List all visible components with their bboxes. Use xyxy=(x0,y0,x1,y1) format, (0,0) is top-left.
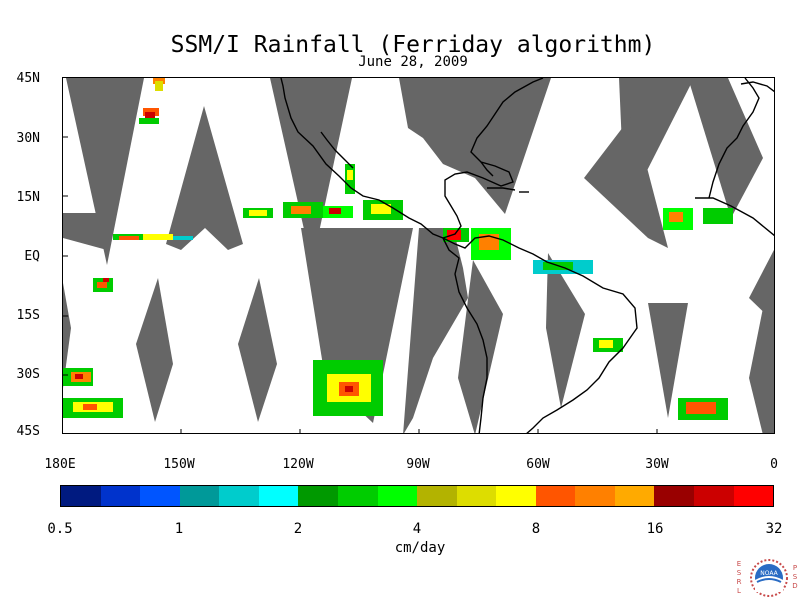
colorbar-swatch xyxy=(535,486,576,506)
map-title: SSM/I Rainfall (Ferriday algorithm) xyxy=(170,32,656,58)
lon-label-60w: 60W xyxy=(526,457,550,472)
colorbar-label-4: 4 xyxy=(412,521,422,537)
colorbar-swatch xyxy=(377,486,418,506)
lon-label-180e: 180E xyxy=(44,457,76,472)
colorbar-label-2: 2 xyxy=(293,521,303,537)
colorbar-label-0-5: 0.5 xyxy=(47,521,73,537)
noaa-emblem-icon: NOAA xyxy=(750,559,788,597)
colorbar-swatch xyxy=(298,486,338,506)
lon-label-90w: 90W xyxy=(406,457,430,472)
lat-label-30s: 30S xyxy=(16,367,40,382)
colorbar-swatch xyxy=(654,486,694,506)
lat-label-45s: 45S xyxy=(16,424,40,439)
noaa-emblem-text: NOAA xyxy=(760,570,778,577)
colorbar-label-16: 16 xyxy=(646,521,664,537)
colorbar-swatch xyxy=(417,486,457,506)
colorbar-swatch xyxy=(496,486,536,506)
rain-clusters xyxy=(63,78,733,420)
lat-label-15s: 15S xyxy=(16,308,40,323)
lon-label-0: 0 xyxy=(770,457,778,472)
rainfall-map-canvas xyxy=(63,78,774,433)
lon-label-150w: 150W xyxy=(163,457,195,472)
frame-ticks xyxy=(63,136,658,433)
colorbar-label-8: 8 xyxy=(531,521,541,537)
lat-label-15n: 15N xyxy=(16,190,40,205)
coastlines xyxy=(280,78,774,433)
lon-label-120w: 120W xyxy=(282,457,314,472)
colorbar-swatch xyxy=(140,486,180,506)
colorbar-unit: cm/day xyxy=(394,540,446,556)
colorbar-swatch xyxy=(219,486,259,506)
map-date: June 28, 2009 xyxy=(358,54,468,70)
colorbar-swatch xyxy=(337,486,378,506)
colorbar-label-32: 32 xyxy=(765,521,783,537)
colorbar-swatch xyxy=(694,486,734,506)
colorbar-swatch xyxy=(258,486,299,506)
lat-label-30n: 30N xyxy=(16,131,40,146)
colorbar-swatch xyxy=(614,486,655,506)
colorbar-swatch xyxy=(61,486,101,506)
lat-label-eq: EQ xyxy=(24,249,40,264)
colorbar-swatch xyxy=(733,486,774,506)
colorbar-swatch xyxy=(100,486,141,506)
colorbar-swatch xyxy=(456,486,497,506)
no-data-swaths xyxy=(63,78,774,433)
colorbar-swatch xyxy=(179,486,220,506)
lon-label-30w: 30W xyxy=(645,457,669,472)
colorbar-swatch xyxy=(575,486,615,506)
lat-label-45n: 45N xyxy=(16,71,40,86)
rainfall-colorbar xyxy=(60,485,774,507)
rainfall-map xyxy=(62,77,775,434)
colorbar-label-1: 1 xyxy=(174,521,184,537)
